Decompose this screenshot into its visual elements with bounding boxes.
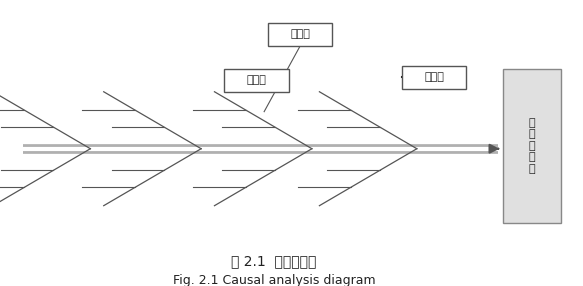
Text: Fig. 2.1 Causal analysis diagram: Fig. 2.1 Causal analysis diagram <box>173 274 375 286</box>
Bar <box>268 23 332 46</box>
Text: 小原因: 小原因 <box>247 75 266 85</box>
Text: 中原因: 中原因 <box>424 72 444 82</box>
Text: 图 2.1  因果分析图: 图 2.1 因果分析图 <box>231 255 317 269</box>
Bar <box>503 69 561 223</box>
Bar <box>402 66 466 89</box>
Text: 某
质
量
问
题: 某 质 量 问 题 <box>528 118 535 174</box>
Bar <box>224 69 289 92</box>
Text: 大原因: 大原因 <box>290 29 310 39</box>
